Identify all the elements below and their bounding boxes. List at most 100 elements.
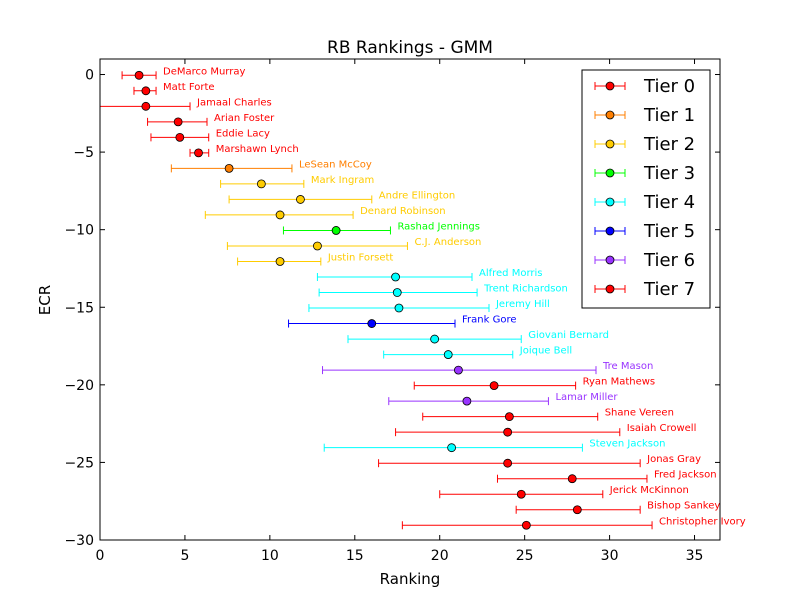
legend-label: Tier 6 bbox=[643, 250, 695, 271]
data-point bbox=[521, 520, 531, 530]
data-point bbox=[175, 132, 185, 142]
x-tick-label: 5 bbox=[180, 548, 189, 564]
data-point bbox=[275, 210, 285, 220]
y-tick-label: 0 bbox=[85, 68, 94, 84]
data-point bbox=[503, 458, 513, 468]
player-label: Lamar Miller bbox=[555, 392, 618, 403]
data-point bbox=[141, 101, 151, 111]
data-point bbox=[224, 163, 234, 173]
data-point bbox=[275, 257, 285, 266]
data-point bbox=[567, 474, 577, 484]
player-label: Bishop Sankey bbox=[647, 501, 720, 512]
player-label: Trent Richardson bbox=[483, 284, 568, 295]
legend-label: Tier 5 bbox=[643, 221, 695, 242]
player-label: Tre Mason bbox=[602, 361, 653, 372]
legend-label: Tier 7 bbox=[643, 279, 695, 300]
player-label: Steven Jackson bbox=[589, 439, 665, 450]
player-label: Jeremy Hill bbox=[495, 299, 550, 310]
data-point bbox=[572, 505, 582, 515]
y-tick-label: −30 bbox=[64, 533, 94, 549]
data-point bbox=[454, 365, 463, 375]
x-tick-label: 20 bbox=[431, 548, 449, 564]
player-label: Christopher Ivory bbox=[659, 516, 746, 527]
legend-label: Tier 1 bbox=[643, 105, 695, 126]
player-label: Marshawn Lynch bbox=[216, 144, 299, 155]
data-point bbox=[367, 319, 377, 328]
player-label: Eddie Lacy bbox=[216, 128, 270, 139]
y-tick-label: −20 bbox=[64, 378, 94, 394]
axis-ticks: 0 5 10 15 20 25 30 35 0 −5 −10 −15 −20 −25 −30 bbox=[64, 59, 720, 564]
x-tick-label: 35 bbox=[686, 548, 704, 564]
player-label: Arian Foster bbox=[214, 113, 275, 124]
player-label: LeSean McCoy bbox=[299, 159, 372, 170]
player-label: Joique Bell bbox=[519, 346, 572, 357]
x-tick-label: 30 bbox=[601, 548, 619, 564]
player-label: Giovani Bernard bbox=[528, 330, 609, 341]
legend-label: Tier 2 bbox=[643, 134, 695, 155]
data-point bbox=[296, 195, 305, 204]
legend-marker bbox=[605, 284, 615, 294]
x-tick-label: 15 bbox=[346, 548, 364, 564]
player-label: Jerick McKinnon bbox=[609, 485, 689, 496]
data-point bbox=[134, 70, 144, 80]
data-point bbox=[503, 427, 513, 437]
data-point bbox=[489, 381, 499, 391]
y-axis-label: ECR bbox=[36, 285, 54, 315]
player-label: Jamaal Charles bbox=[196, 97, 272, 108]
legend-marker bbox=[605, 110, 615, 120]
data-point bbox=[394, 303, 404, 313]
player-label: Mark Ingram bbox=[311, 175, 374, 186]
player-label: Isaiah Crowell bbox=[627, 423, 697, 434]
chart-title: RB Rankings - GMM bbox=[327, 38, 493, 58]
data-point bbox=[141, 86, 151, 96]
x-tick-label: 25 bbox=[516, 548, 534, 564]
data-point bbox=[462, 396, 472, 406]
y-tick-label: −15 bbox=[64, 300, 94, 316]
plot-area: DeMarco Murray Matt Forte Jamaal Charles Ar… bbox=[99, 66, 746, 530]
legend-marker bbox=[605, 255, 615, 265]
player-label: DeMarco Murray bbox=[163, 66, 245, 77]
legend-label: Tier 0 bbox=[643, 76, 695, 97]
data-point bbox=[194, 148, 203, 158]
legend-label: Tier 4 bbox=[643, 192, 695, 213]
player-label: Rashad Jennings bbox=[397, 221, 480, 232]
data-point bbox=[504, 412, 514, 422]
data-point bbox=[516, 489, 526, 499]
legend-box bbox=[581, 69, 711, 309]
x-tick-label: 0 bbox=[96, 548, 105, 564]
data-point bbox=[313, 241, 322, 251]
player-label: C.J. Anderson bbox=[414, 237, 481, 248]
player-label: Fred Jackson bbox=[654, 470, 717, 481]
player-label: Jonas Gray bbox=[646, 454, 701, 465]
legend-marker bbox=[605, 226, 615, 236]
legend-marker bbox=[605, 168, 615, 178]
data-point bbox=[430, 334, 440, 344]
y-tick-label: −5 bbox=[73, 145, 94, 161]
data-point bbox=[443, 350, 453, 359]
player-label: Alfred Morris bbox=[479, 268, 543, 279]
legend-marker bbox=[605, 197, 615, 207]
x-axis-label: Ranking bbox=[380, 570, 441, 588]
data-point bbox=[447, 443, 457, 453]
legend: Tier 0 Tier 1 Tier 2 Tier 3 Tier 4 Tier 5 Tier… bbox=[581, 69, 711, 309]
data-point bbox=[173, 117, 183, 127]
player-label: Frank Gore bbox=[462, 315, 516, 326]
player-label: Denard Robinson bbox=[360, 206, 446, 217]
player-label: Justin Forsett bbox=[327, 252, 394, 263]
player-label: Matt Forte bbox=[163, 82, 214, 93]
y-tick-label: −25 bbox=[64, 455, 94, 471]
legend-marker bbox=[605, 81, 615, 91]
legend-marker bbox=[605, 139, 615, 149]
player-label: Andre Ellington bbox=[379, 190, 455, 201]
data-point bbox=[331, 226, 341, 235]
data-point bbox=[392, 288, 402, 297]
legend-label: Tier 3 bbox=[643, 163, 695, 184]
data-point bbox=[256, 179, 266, 189]
y-tick-label: −10 bbox=[64, 223, 94, 239]
data-point bbox=[391, 272, 400, 282]
x-tick-label: 10 bbox=[261, 548, 279, 564]
player-label: Ryan Mathews bbox=[583, 377, 656, 388]
plot-frame bbox=[99, 58, 721, 541]
player-label: Shane Vereen bbox=[605, 408, 674, 419]
